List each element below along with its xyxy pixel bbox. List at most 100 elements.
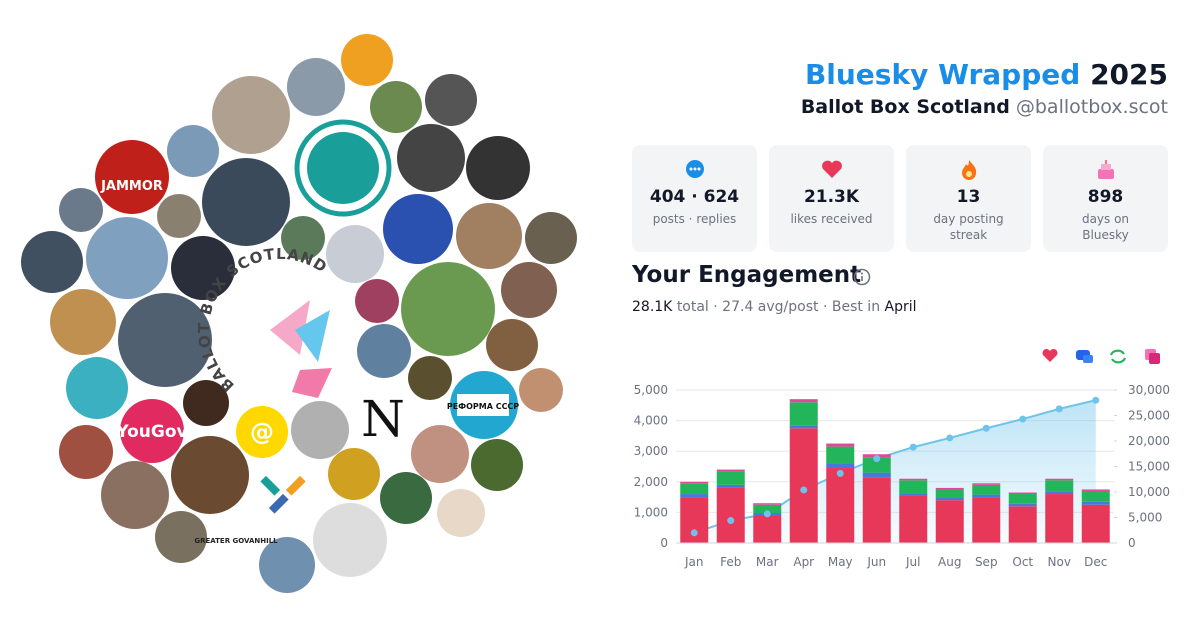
bar-segment bbox=[789, 402, 818, 426]
bar-segment bbox=[899, 493, 928, 496]
avatar bbox=[50, 289, 116, 355]
x-tick-label: Dec bbox=[1084, 555, 1107, 569]
summary-text: total · 27.4 avg/post · Best in bbox=[676, 299, 881, 315]
title-brand: Bluesky Wrapped bbox=[804, 58, 1081, 91]
avatar bbox=[357, 324, 411, 378]
bar-segment bbox=[753, 503, 782, 505]
bar-segment bbox=[1045, 491, 1074, 495]
y2-tick-label: 20,000 bbox=[1128, 434, 1170, 448]
bar-segment bbox=[1045, 480, 1074, 492]
avatar-label: @ bbox=[250, 418, 274, 446]
avatar bbox=[281, 216, 325, 260]
avatar bbox=[167, 125, 219, 177]
line-point bbox=[727, 517, 735, 525]
account-name: Ballot Box Scotland bbox=[800, 96, 1010, 118]
icon bbox=[1097, 160, 1114, 179]
y-tick-label: 2,000 bbox=[634, 475, 668, 489]
bar-segment bbox=[899, 495, 928, 543]
x-tick-label: Sep bbox=[975, 555, 998, 569]
bar-segment bbox=[972, 483, 1001, 485]
stat-value: 13 bbox=[956, 187, 981, 207]
legend-icon bbox=[1042, 348, 1058, 362]
y-tick-label: 1,000 bbox=[634, 505, 668, 519]
stat-value: 21.3K bbox=[803, 187, 860, 207]
avatar-label: N bbox=[361, 390, 405, 448]
stat-card: 13 day posting streak bbox=[906, 145, 1031, 252]
avatar bbox=[95, 140, 169, 214]
bar-segment bbox=[680, 483, 709, 495]
avatar bbox=[326, 225, 384, 283]
bar-segment bbox=[753, 504, 782, 514]
stat-label: likes received bbox=[790, 212, 873, 226]
avatar bbox=[313, 503, 387, 577]
logo-shape bbox=[270, 300, 310, 355]
avatar bbox=[120, 399, 184, 463]
stat-label: posts · replies bbox=[652, 212, 737, 226]
line-point bbox=[1019, 415, 1027, 423]
logo-shape bbox=[292, 368, 332, 398]
avatar bbox=[380, 472, 432, 524]
avatar bbox=[171, 436, 249, 514]
bar-segment bbox=[1045, 494, 1074, 543]
bar-segment bbox=[862, 477, 891, 543]
account-handle: @ballotbox.scot bbox=[1015, 96, 1168, 118]
bar-segment bbox=[826, 443, 855, 447]
section-title: Your Engagement bbox=[632, 262, 862, 288]
y2-tick-label: 25,000 bbox=[1128, 409, 1170, 423]
y-tick-label: 4,000 bbox=[634, 414, 668, 428]
avatar-label: GREATER GOVANHILL bbox=[194, 537, 278, 545]
avatar bbox=[437, 489, 485, 537]
icon bbox=[685, 160, 704, 178]
avatar bbox=[307, 132, 379, 204]
x-tick-label: Jan bbox=[684, 555, 704, 569]
avatar bbox=[411, 425, 469, 483]
avatar bbox=[519, 368, 563, 412]
legend-icon bbox=[1083, 355, 1093, 363]
avatar bbox=[155, 511, 207, 563]
avatar bbox=[183, 380, 229, 426]
bar-segment bbox=[935, 487, 964, 490]
avatar-collage bbox=[21, 34, 577, 593]
bar-segment bbox=[1008, 492, 1037, 495]
legend-icon bbox=[1149, 353, 1160, 364]
avatar bbox=[341, 34, 393, 86]
bar-segment bbox=[826, 446, 855, 464]
avatar-label: JAMMOR bbox=[100, 179, 163, 194]
bar-segment bbox=[1081, 489, 1110, 491]
bar-segment bbox=[716, 484, 745, 488]
avatar bbox=[525, 212, 577, 264]
avatar bbox=[59, 188, 103, 232]
avatar bbox=[86, 217, 168, 299]
best-month: April bbox=[884, 299, 917, 315]
avatar bbox=[291, 401, 349, 459]
total: 28.1K bbox=[632, 299, 673, 315]
avatar bbox=[456, 203, 522, 269]
logo-block bbox=[285, 475, 306, 496]
bar-segment bbox=[789, 428, 818, 543]
info-icon[interactable] bbox=[853, 268, 871, 286]
line-point bbox=[946, 434, 954, 442]
stat-card: 21.3K likes received bbox=[769, 145, 894, 252]
bar-segment bbox=[789, 399, 818, 403]
stat-value: 898 bbox=[1087, 187, 1124, 207]
title: Bluesky Wrapped 2025 bbox=[805, 58, 1168, 91]
avatar bbox=[370, 81, 422, 133]
stat-card: 898 days on Bluesky bbox=[1043, 145, 1168, 252]
stat-icon bbox=[906, 159, 1031, 183]
avatar bbox=[118, 293, 212, 387]
y-tick-label: 5,000 bbox=[634, 383, 668, 397]
bar-segment bbox=[716, 487, 745, 543]
line-point bbox=[1055, 405, 1063, 413]
avatar bbox=[259, 537, 315, 593]
logo-block bbox=[260, 475, 281, 496]
line-point bbox=[1092, 396, 1100, 404]
stat-icon bbox=[632, 159, 757, 183]
avatar bbox=[486, 319, 538, 371]
title-year: 2025 bbox=[1090, 58, 1168, 91]
avatar bbox=[59, 425, 113, 479]
stat-card: 404 · 624 posts · replies bbox=[632, 145, 757, 252]
avatar bbox=[171, 236, 235, 300]
avatar bbox=[294, 119, 392, 217]
icon bbox=[961, 160, 976, 180]
avatar bbox=[501, 262, 557, 318]
